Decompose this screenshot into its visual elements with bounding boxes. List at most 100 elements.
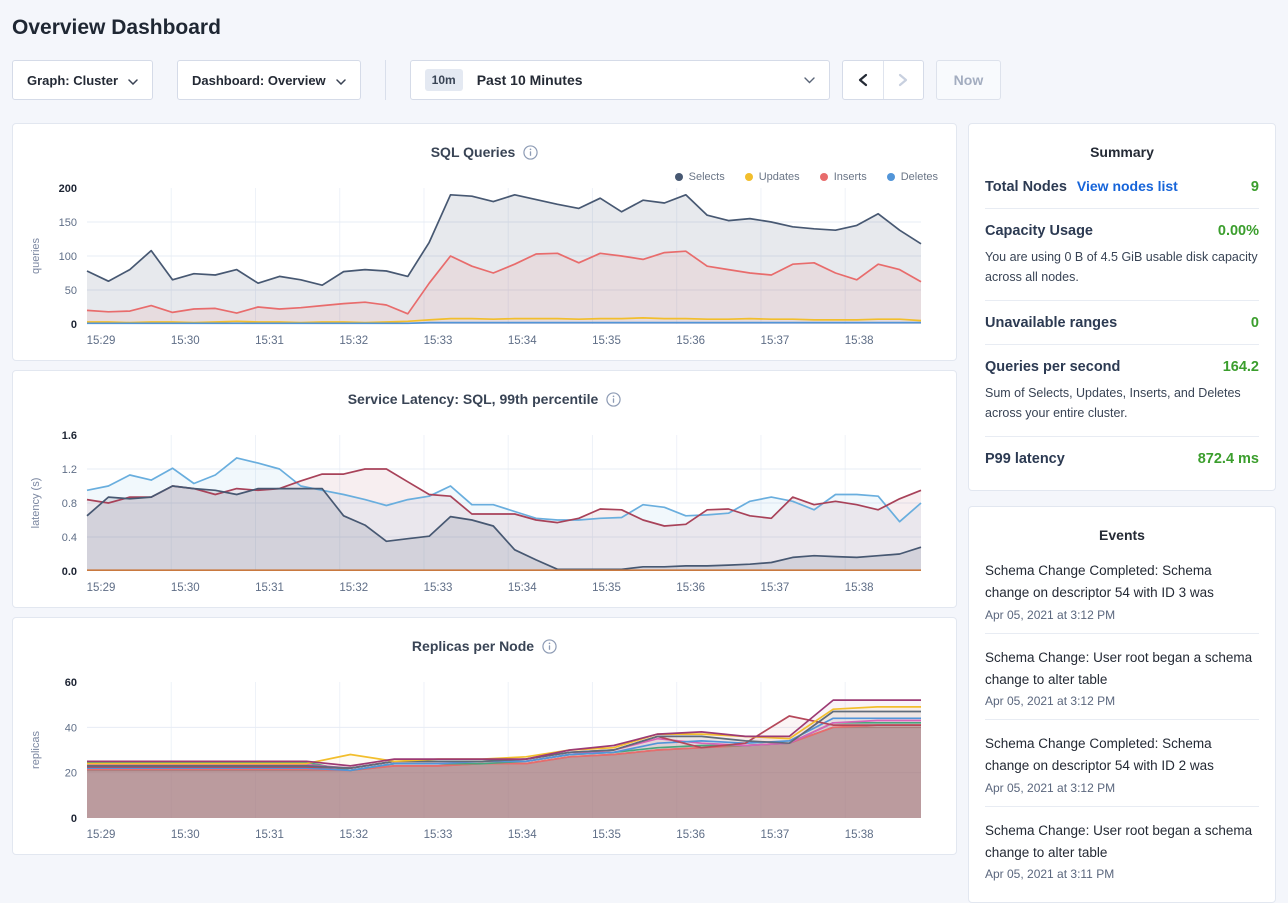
svg-text:15:34: 15:34 [508,335,537,347]
chevron-down-icon [803,71,815,89]
chevron-down-icon [128,73,138,88]
summary-row-head: Capacity Usage 0.00% [985,223,1259,239]
event-item[interactable]: Schema Change: User root began a schema … [985,807,1259,893]
summary-rows: Total Nodes View nodes list 9 Capacity Usag… [985,164,1259,480]
summary-label: P99 latency [985,451,1065,467]
summary-value: 9 [1250,179,1259,195]
svg-text:15:38: 15:38 [845,582,874,594]
summary-row-head: Total Nodes View nodes list 9 [985,178,1259,195]
page-title: Overview Dashboard [12,16,221,39]
svg-text:15:32: 15:32 [339,335,368,347]
svg-text:15:38: 15:38 [845,829,874,841]
toolbar-divider [384,60,386,100]
chevron-right-icon [899,73,908,87]
time-prev-button[interactable] [843,61,883,99]
overview-dashboard-page: Overview Dashboard Graph: Cluster Dashbo… [0,16,1288,903]
svg-text:15:36: 15:36 [676,582,705,594]
svg-text:15:37: 15:37 [761,582,790,594]
svg-text:15:30: 15:30 [171,582,200,594]
svg-text:15:32: 15:32 [339,829,368,841]
replicas-per-node-plot[interactable]: 15:29 15:30 15:31 15:32 15:33 15:34 15:35 15:36… [25,674,943,855]
summary-row-head: Queries per second 164.2 [985,359,1259,375]
svg-text:15:32: 15:32 [339,582,368,594]
info-icon[interactable] [542,639,557,657]
event-message: Schema Change Completed: Schema change o… [985,736,1214,774]
event-timestamp: Apr 05, 2021 at 3:12 PM [985,694,1116,709]
toolbar: Graph: Cluster Dashboard: Overview 10m P… [12,60,1276,100]
svg-text:15:33: 15:33 [424,582,453,594]
svg-text:15:33: 15:33 [424,335,453,347]
legend-label: Deletes [900,171,938,183]
svg-text:0.0: 0.0 [62,566,77,578]
chart-title: SQL Queries [25,144,944,163]
service-latency-plot[interactable]: 15:29 15:30 15:31 15:32 15:33 15:34 15:35 15:36… [25,427,943,608]
replicas-per-node-chart-card: Replicas per Node 15:29 15:30 15:31 15:32 15… [12,617,957,855]
summary-value: 872.4 ms [1197,451,1259,467]
svg-text:15:36: 15:36 [676,829,705,841]
chart-legend: Selects Updates Inserts Deletes [674,171,938,183]
legend-dot [674,173,683,181]
graph-dropdown[interactable]: Graph: Cluster [12,60,154,100]
legend-item-updates[interactable]: Updates [744,171,800,183]
svg-text:15:29: 15:29 [87,335,116,347]
summary-title: Summary [1090,144,1154,160]
summary-description: Sum of Selects, Updates, Inserts, and De… [985,386,1241,420]
view-nodes-list-link[interactable]: View nodes list [1076,178,1178,194]
svg-text:40: 40 [65,722,77,734]
svg-text:15:30: 15:30 [171,335,200,347]
svg-text:15:34: 15:34 [508,829,537,841]
legend-label: Selects [688,171,725,183]
event-item[interactable]: Schema Change: User root began a schema … [985,634,1259,721]
event-message: Schema Change: User root began a schema … [985,649,1253,687]
svg-text:50: 50 [65,285,77,297]
sql-queries-plot[interactable]: 15:29 15:30 15:31 15:32 15:33 15:34 15:35 15:36… [25,180,943,361]
legend-dot [819,173,828,181]
svg-text:replicas: replicas [30,731,42,769]
svg-text:15:36: 15:36 [676,335,705,347]
graph-dropdown-label: Graph: Cluster [27,72,119,88]
events-list: Schema Change Completed: Schema change o… [985,547,1259,892]
event-timestamp: Apr 05, 2021 at 3:12 PM [985,607,1116,622]
now-button[interactable]: Now [935,60,1002,100]
event-item[interactable]: Schema Change Completed: Schema change o… [985,547,1259,634]
info-icon[interactable] [606,392,621,410]
service-latency-chart-card: Service Latency: SQL, 99th percentile 15… [12,370,957,608]
summary-label: Capacity Usage [985,223,1093,239]
summary-label: Total Nodes [985,179,1067,195]
summary-value: 164.2 [1222,359,1259,375]
svg-text:20: 20 [65,768,77,780]
svg-text:0: 0 [71,813,77,825]
svg-text:0.4: 0.4 [62,532,77,544]
event-item[interactable]: Schema Change Completed: Schema change o… [985,720,1259,807]
svg-text:latency (s): latency (s) [30,478,42,529]
svg-text:15:37: 15:37 [761,335,790,347]
summary-label: Unavailable ranges [985,315,1118,331]
svg-text:15:33: 15:33 [424,829,453,841]
svg-text:1.6: 1.6 [62,430,77,442]
svg-text:15:35: 15:35 [592,582,621,594]
time-next-button[interactable] [882,61,923,99]
summary-row-head: Unavailable ranges 0 [985,315,1259,331]
charts-column: SQL Queries Selects Updates Inserts Deletes… [12,123,957,855]
svg-text:15:29: 15:29 [87,582,116,594]
dashboard-dropdown[interactable]: Dashboard: Overview [177,60,361,100]
svg-text:15:31: 15:31 [255,582,284,594]
legend-item-deletes[interactable]: Deletes [886,171,938,183]
event-timestamp: Apr 05, 2021 at 3:12 PM [985,780,1116,795]
info-icon[interactable] [523,145,538,163]
svg-text:15:38: 15:38 [845,335,874,347]
time-nav-group [841,60,924,100]
svg-text:15:35: 15:35 [592,335,621,347]
legend-item-inserts[interactable]: Inserts [819,171,867,183]
svg-text:1.2: 1.2 [62,464,77,476]
sql-queries-chart-card: SQL Queries Selects Updates Inserts Deletes… [12,123,957,361]
summary-card: Summary Total Nodes View nodes list 9 Capac… [968,123,1276,491]
svg-text:100: 100 [59,251,77,263]
summary-label: Queries per second [985,359,1121,375]
svg-text:15:34: 15:34 [508,582,537,594]
legend-item-selects[interactable]: Selects [674,171,725,183]
summary-row: Unavailable ranges 0 [985,301,1259,345]
time-range-selector[interactable]: 10m Past 10 Minutes [409,60,830,100]
time-range-label: Past 10 Minutes [476,72,583,88]
dashboard-dropdown-label: Dashboard: Overview [192,72,326,88]
